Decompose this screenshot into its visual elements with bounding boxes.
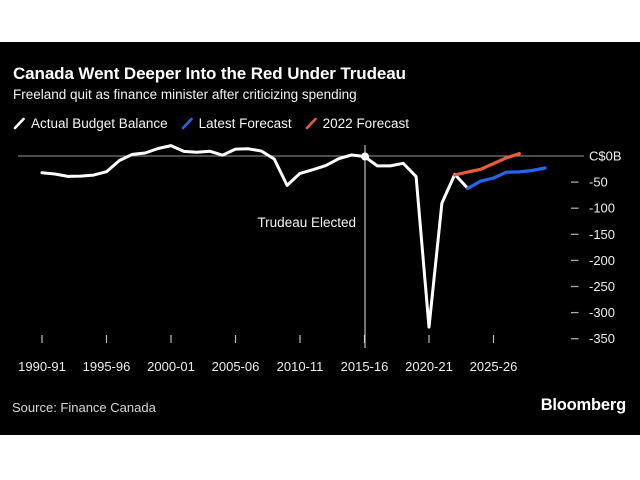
- y-tick-label: C$0B: [589, 149, 622, 164]
- legend-item-2022-forecast: 2022 Forecast: [305, 116, 409, 131]
- chart-subtitle: Freeland quit as finance minister after …: [13, 87, 357, 102]
- y-tick-label: -300: [589, 305, 615, 320]
- y-tick-label: -200: [589, 253, 615, 268]
- legend-item-latest-forecast: Latest Forecast: [181, 116, 292, 131]
- legend: Actual Budget Balance Latest Forecast 20…: [13, 116, 409, 131]
- forecast-2022-line: [453, 152, 521, 177]
- y-tick-label: -150: [589, 227, 615, 242]
- bloomberg-logo: Bloomberg: [540, 396, 626, 414]
- white-slash-icon: [13, 117, 25, 130]
- orange-slash-icon: [305, 117, 317, 130]
- x-tick-label: 2010-11: [277, 359, 324, 374]
- legend-label: Latest Forecast: [198, 116, 292, 131]
- x-tick-label: 2025-26: [470, 359, 518, 374]
- x-tick-label: 2005-06: [212, 359, 260, 374]
- trudeau-elected-marker: [361, 152, 369, 161]
- y-tick-label: -350: [589, 331, 615, 346]
- x-tick-label: 1990-91: [18, 359, 66, 374]
- trudeau-elected-label: Trudeau Elected: [257, 215, 356, 230]
- legend-label: 2022 Forecast: [322, 116, 409, 131]
- y-tick-label: -100: [589, 201, 615, 216]
- y-tick-label: -50: [589, 175, 608, 190]
- x-tick-label: 2020-21: [405, 359, 453, 374]
- actual-budget-line: [40, 144, 470, 329]
- legend-item-actual: Actual Budget Balance: [13, 116, 168, 131]
- source-note: Source: Finance Canada: [12, 400, 156, 415]
- legend-label: Actual Budget Balance: [31, 116, 168, 131]
- y-tick-label: -250: [589, 279, 615, 294]
- x-tick-label: 2015-16: [341, 359, 389, 374]
- x-tick-label: 2000-01: [147, 359, 195, 374]
- blue-slash-icon: [181, 117, 193, 130]
- chart-title: Canada Went Deeper Into the Red Under Tr…: [13, 64, 406, 83]
- x-tick-label: 1995-96: [83, 359, 131, 374]
- chart-card: Canada Went Deeper Into the Red Under Tr…: [0, 42, 640, 435]
- budget-balance-chart: C$0B -50 -100 -150 -200 -250 -300 -350 1990-91 19…: [18, 144, 622, 374]
- latest-forecast-line: [466, 166, 547, 190]
